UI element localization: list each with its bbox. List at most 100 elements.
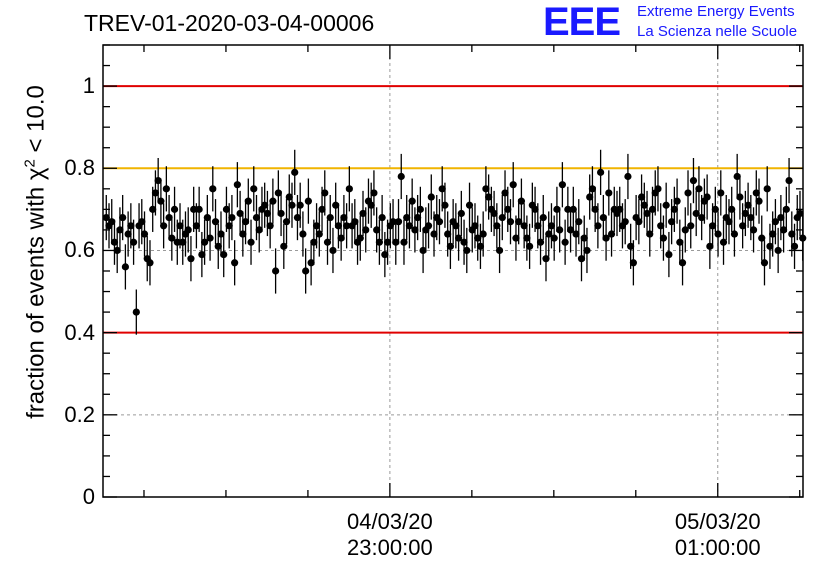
- data-point: [479, 211, 487, 257]
- data-point: [714, 211, 722, 257]
- marker: [648, 205, 657, 213]
- logo-text-line-2: La Scienza nelle Scuole: [637, 23, 798, 40]
- data-point: [730, 211, 739, 257]
- marker: [236, 209, 244, 218]
- marker: [498, 213, 506, 222]
- data-point: [187, 236, 195, 282]
- data-point: [370, 170, 378, 216]
- marker: [269, 197, 277, 205]
- marker: [173, 238, 181, 246]
- marker: [116, 226, 124, 234]
- marker: [741, 209, 749, 218]
- marker: [482, 185, 490, 193]
- data-point: [711, 186, 719, 232]
- data-point: [780, 207, 788, 253]
- data-point: [594, 203, 602, 249]
- marker: [121, 263, 129, 271]
- marker: [250, 185, 258, 193]
- data-point: [261, 182, 269, 228]
- data-point: [673, 178, 681, 224]
- marker: [296, 201, 304, 209]
- marker: [624, 172, 632, 181]
- marker: [214, 242, 222, 250]
- marker: [222, 205, 231, 213]
- data-point: [129, 219, 138, 265]
- data-point: [766, 223, 774, 269]
- data-point: [509, 162, 517, 208]
- marker: [419, 246, 427, 255]
- data-point: [657, 203, 665, 249]
- data-point: [553, 186, 561, 232]
- data-point: [416, 186, 424, 232]
- data-point: [307, 240, 315, 286]
- marker: [414, 213, 422, 222]
- marker: [408, 197, 416, 205]
- marker: [640, 201, 648, 209]
- marker: [457, 209, 465, 218]
- marker: [356, 234, 364, 242]
- marker: [444, 230, 452, 238]
- data-point: [329, 227, 337, 274]
- marker: [378, 213, 386, 222]
- marker: [151, 189, 160, 197]
- data-point: [659, 215, 668, 261]
- data-point: [739, 203, 747, 249]
- marker: [616, 205, 624, 213]
- marker: [375, 238, 383, 246]
- data-point: [116, 207, 124, 253]
- marker: [454, 234, 463, 242]
- marker: [534, 222, 542, 230]
- data-point: [602, 215, 610, 261]
- marker: [424, 222, 433, 230]
- marker: [157, 197, 165, 205]
- marker: [504, 205, 512, 213]
- data-point: [572, 211, 580, 257]
- data-point: [687, 203, 695, 249]
- marker: [370, 189, 378, 197]
- marker: [446, 242, 455, 250]
- marker: [714, 230, 722, 238]
- data-point: [526, 223, 534, 269]
- marker: [785, 177, 793, 185]
- marker: [206, 234, 214, 242]
- x-tick-date: 04/03/20: [347, 509, 433, 534]
- marker: [321, 189, 329, 197]
- marker: [796, 209, 804, 218]
- data-point: [282, 199, 291, 245]
- data-point: [296, 182, 304, 228]
- marker: [687, 222, 695, 230]
- marker: [438, 185, 446, 193]
- data-point: [157, 178, 165, 224]
- marker: [577, 255, 586, 263]
- marker: [515, 218, 523, 226]
- marker: [758, 234, 766, 242]
- data-point: [170, 186, 179, 232]
- plot-frame: [102, 44, 804, 498]
- marker: [326, 213, 334, 222]
- marker: [771, 218, 780, 226]
- grid-lines: [103, 45, 803, 497]
- marker: [460, 238, 468, 246]
- marker: [744, 201, 752, 209]
- marker: [345, 185, 353, 193]
- data-point: [676, 219, 684, 265]
- marker: [405, 222, 414, 230]
- data-point: [777, 194, 785, 241]
- marker: [231, 259, 239, 267]
- marker: [711, 205, 719, 213]
- data-point: [165, 194, 173, 241]
- marker: [340, 213, 348, 222]
- marker: [465, 201, 474, 209]
- data-point: [375, 219, 383, 265]
- data-point: [121, 244, 129, 290]
- data-point: [577, 236, 586, 282]
- marker: [526, 242, 534, 250]
- data-point: [550, 215, 558, 261]
- data-point: [209, 166, 217, 212]
- marker: [531, 205, 539, 213]
- marker: [550, 234, 558, 242]
- data-point: [490, 190, 498, 237]
- data-point: [586, 174, 594, 220]
- marker: [777, 213, 785, 222]
